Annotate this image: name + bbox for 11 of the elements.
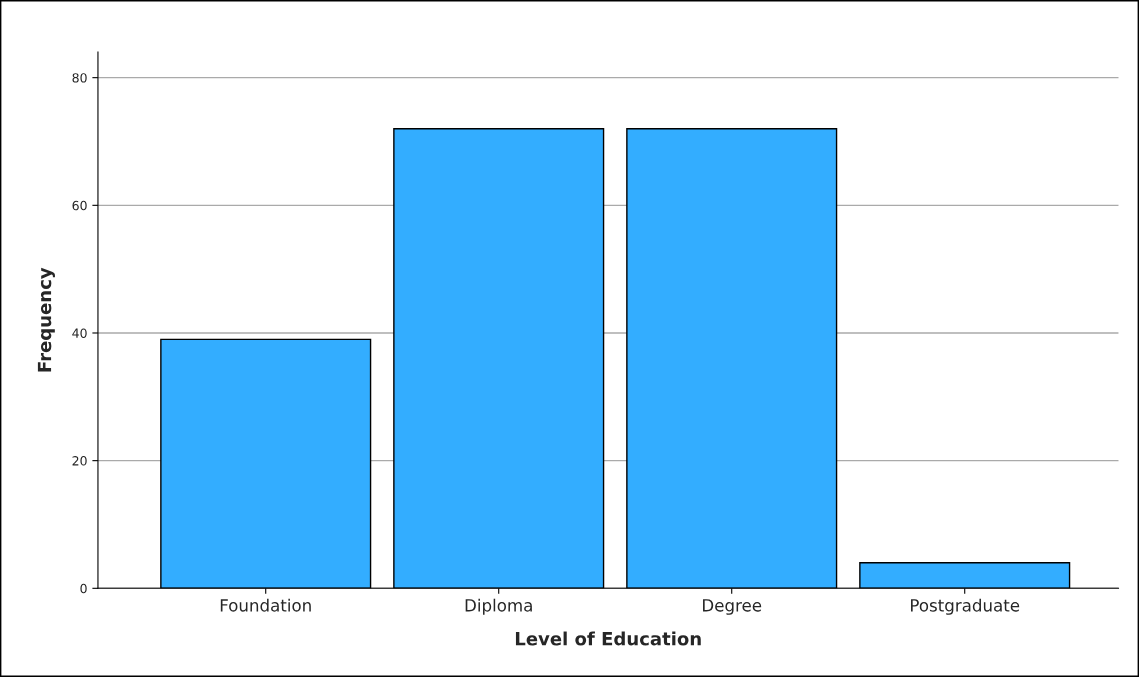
y-tick-label: 0 bbox=[80, 583, 87, 594]
x-tick-label: Foundation bbox=[220, 598, 311, 612]
y-tick-label: 60 bbox=[72, 200, 87, 211]
x-tick-label: Diploma bbox=[465, 598, 532, 615]
y-tick-label: 80 bbox=[72, 73, 87, 83]
x-tick-label: Postgraduate bbox=[911, 598, 1020, 615]
y-tick-label: 40 bbox=[72, 328, 87, 338]
y-axis-title: Frequency bbox=[37, 267, 55, 372]
y-tick-label: 20 bbox=[72, 456, 87, 466]
x-axis-title: Level of Education bbox=[515, 631, 701, 646]
x-tick-label: Degree bbox=[703, 599, 762, 615]
